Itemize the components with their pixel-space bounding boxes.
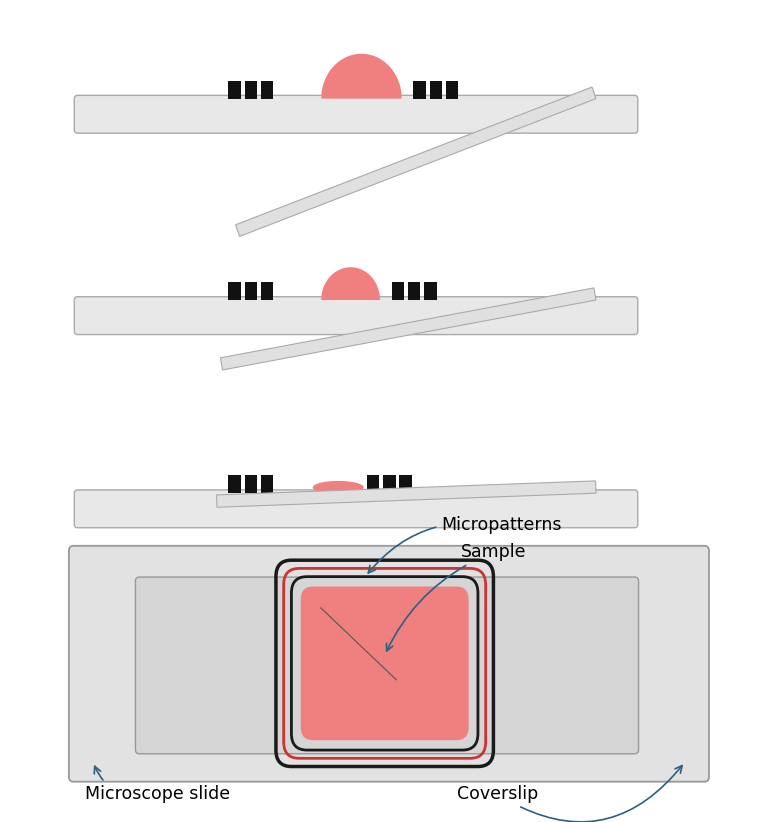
Bar (261, 81, 273, 99)
Bar (392, 282, 404, 300)
Bar (261, 475, 273, 493)
Polygon shape (217, 481, 596, 507)
Text: Microscope slide: Microscope slide (85, 766, 231, 803)
FancyBboxPatch shape (69, 546, 709, 782)
Bar (245, 282, 257, 300)
Bar (430, 81, 442, 99)
Bar (228, 282, 241, 300)
Bar (424, 282, 437, 300)
Polygon shape (221, 288, 596, 370)
Ellipse shape (313, 481, 364, 494)
Bar (446, 81, 458, 99)
Bar (228, 475, 241, 493)
FancyBboxPatch shape (74, 95, 638, 133)
Polygon shape (321, 267, 380, 300)
Text: Micropatterns: Micropatterns (368, 516, 562, 573)
Text: Sample: Sample (386, 543, 526, 651)
FancyBboxPatch shape (135, 577, 639, 754)
Polygon shape (321, 53, 402, 99)
Bar (245, 81, 257, 99)
Text: Coverslip: Coverslip (457, 765, 682, 822)
Bar (261, 282, 273, 300)
Bar (413, 81, 426, 99)
FancyBboxPatch shape (74, 297, 638, 335)
Bar (245, 475, 257, 493)
Bar (399, 475, 412, 493)
Bar (367, 475, 379, 493)
FancyBboxPatch shape (300, 587, 468, 740)
Bar (408, 282, 420, 300)
Bar (383, 475, 396, 493)
Bar (228, 81, 241, 99)
Polygon shape (235, 87, 596, 237)
FancyBboxPatch shape (74, 490, 638, 528)
